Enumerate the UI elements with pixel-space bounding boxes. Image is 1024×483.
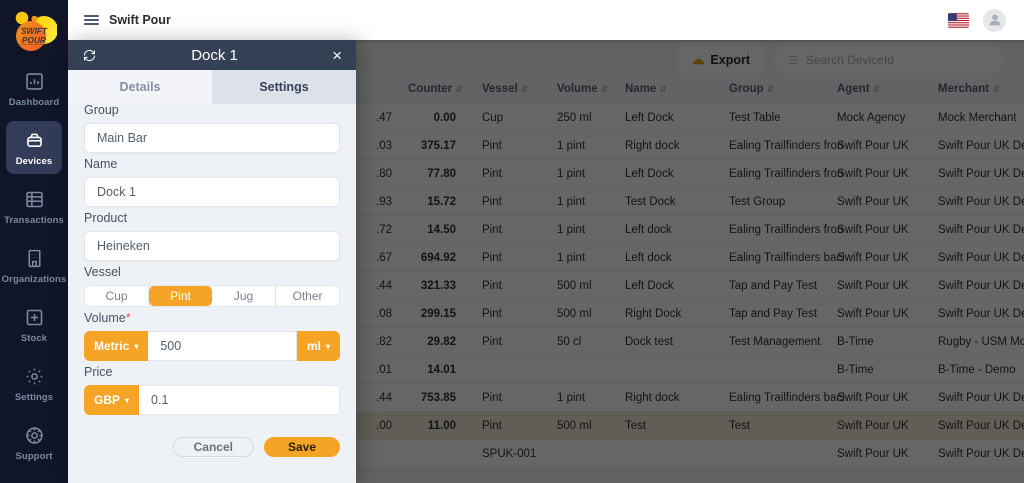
svg-text:POUR: POUR bbox=[22, 35, 46, 45]
